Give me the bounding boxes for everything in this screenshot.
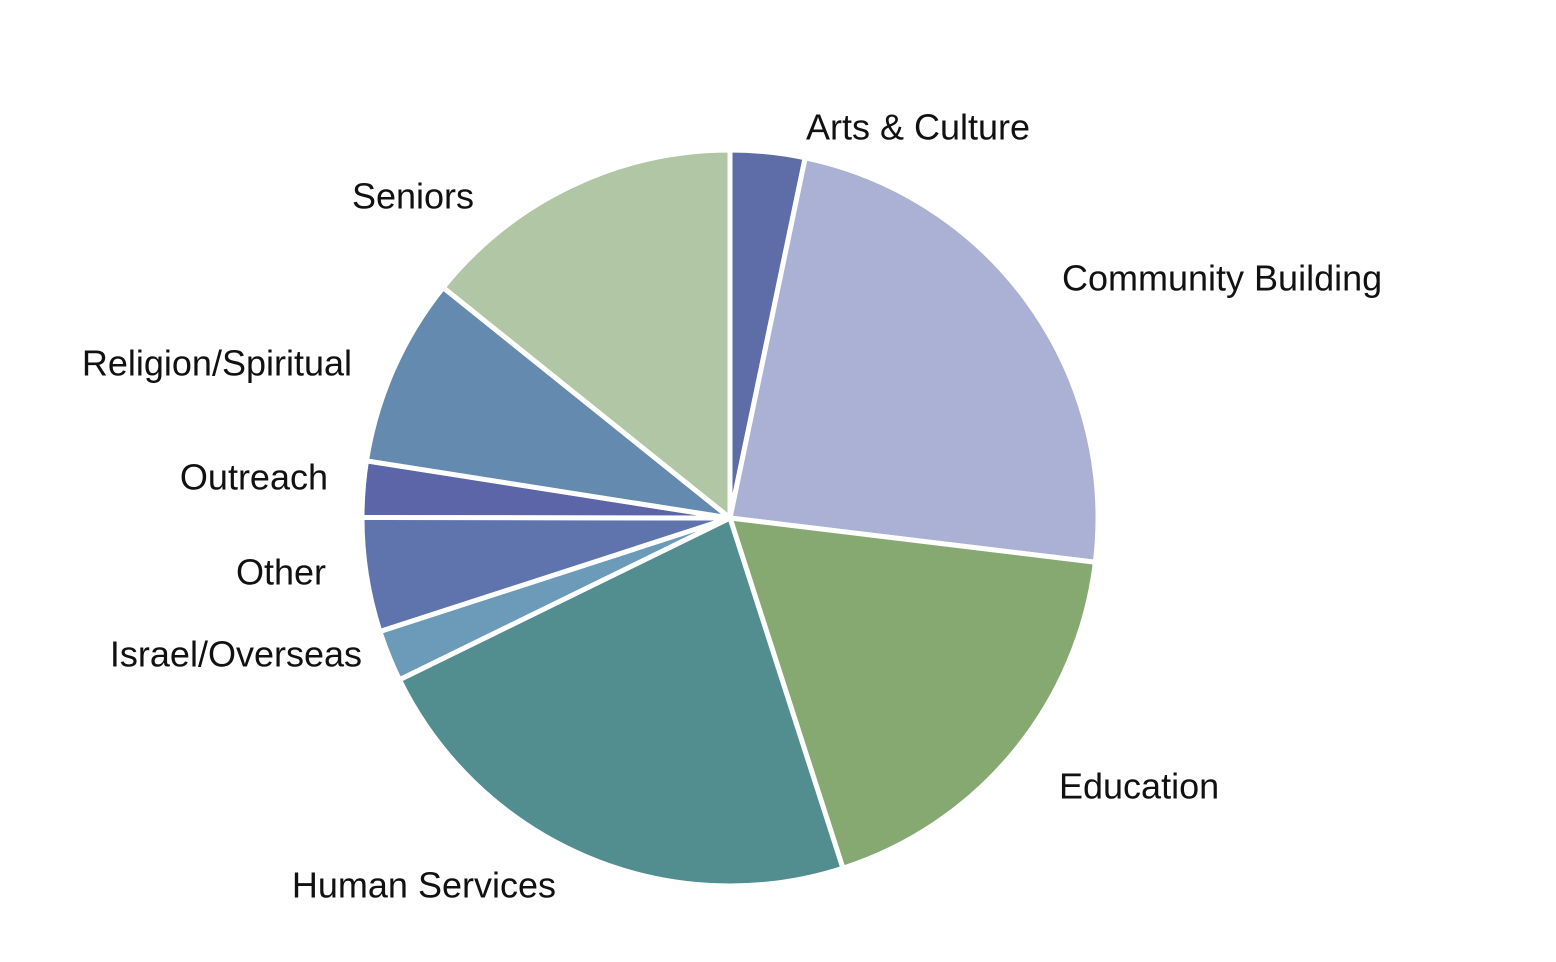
- slice-label-arts-culture: Arts & Culture: [806, 107, 1030, 148]
- pie-slice-community-building: [727, 155, 1101, 565]
- pie-slices: [359, 147, 1101, 889]
- slice-label-other: Other: [236, 552, 326, 593]
- slice-label-community-building: Community Building: [1062, 258, 1382, 299]
- slice-label-human-services: Human Services: [292, 865, 556, 906]
- pie-slice-education: [727, 515, 1098, 871]
- slice-label-education: Education: [1059, 766, 1219, 807]
- slice-label-religion-spiritual: Religion/Spiritual: [82, 343, 352, 384]
- pie-labels: Arts & Culture Community Building Educatio…: [82, 107, 1382, 906]
- slice-label-outreach: Outreach: [180, 457, 328, 498]
- slice-label-seniors: Seniors: [352, 176, 474, 217]
- pie-slice-religion-spiritual: [363, 285, 733, 521]
- pie-slice-seniors: [440, 147, 733, 521]
- slice-label-israel-overseas: Israel/Overseas: [110, 634, 362, 675]
- pie-slice-human-services: [396, 515, 846, 889]
